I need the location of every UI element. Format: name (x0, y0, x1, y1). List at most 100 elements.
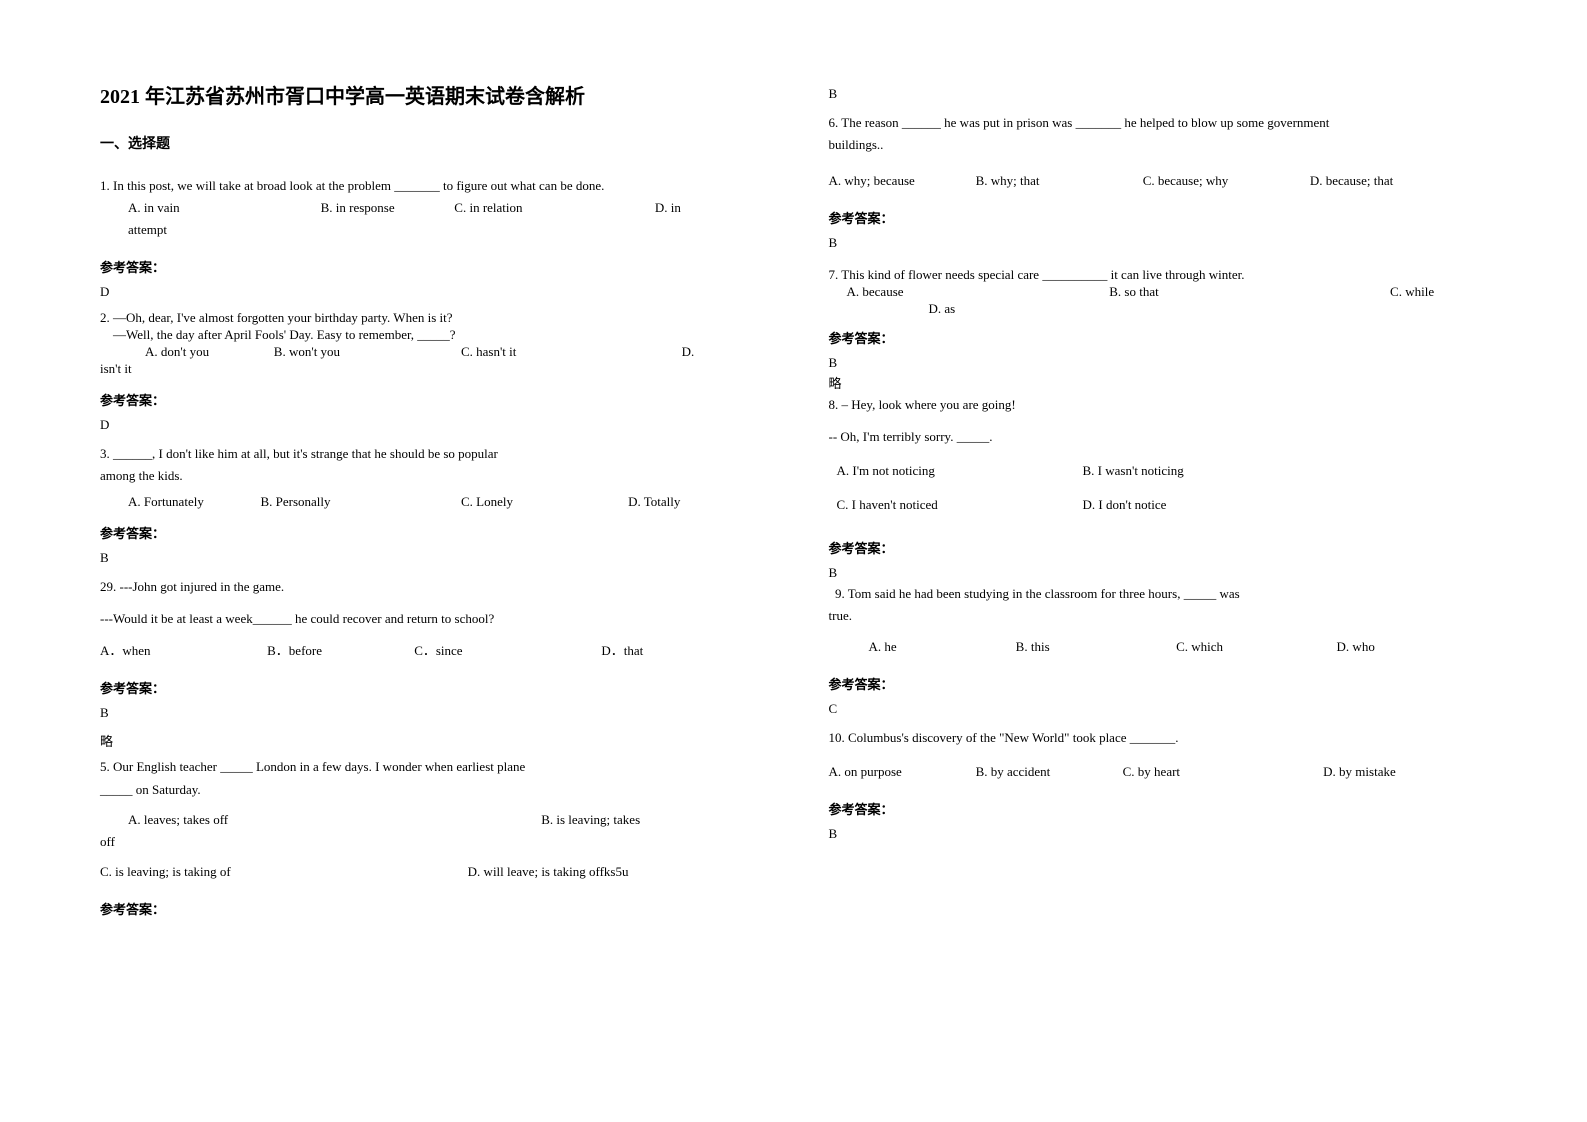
option-c: C. Lonely (461, 491, 628, 513)
question-text: ---Would it be at least a week______ he … (100, 608, 769, 630)
question-options: C. I haven't noticed D. I don't notice (829, 494, 1498, 516)
question-options: A. why; because B. why; that C. because;… (829, 170, 1498, 192)
question-text: 29. ---John got injured in the game. (100, 576, 769, 598)
option-d: D. who (1337, 636, 1484, 658)
option-b-cont: off (100, 831, 769, 853)
answer-value: B (829, 565, 1498, 581)
option-c: C. hasn't it (461, 344, 682, 361)
option-d: D. will leave; is taking offks5u (468, 861, 762, 883)
question-9: 9. Tom said he had been studying in the … (829, 583, 1498, 657)
question-text: 6. The reason ______ he was put in priso… (829, 112, 1498, 134)
page-container: 2021 年江苏省苏州市胥口中学高一英语期末试卷含解析 一、选择题 1. In … (100, 80, 1497, 1082)
note: 略 (100, 731, 769, 750)
question-options: A．when B．before C．since D．that (100, 640, 769, 662)
option-b: B. by accident (976, 761, 1123, 783)
option-c: C. while (1390, 284, 1490, 301)
answer-label: 参考答案： (829, 674, 1498, 693)
option-a: A. why; because (829, 170, 976, 192)
option-a: A. leaves; takes off (100, 809, 541, 831)
answer-label: 参考答案： (100, 678, 769, 697)
option-c: C．since (414, 640, 601, 662)
option-d: D. because; that (1310, 170, 1477, 192)
answer-value: B (829, 355, 1498, 371)
question-4: 29. ---John got injured in the game. ---… (100, 576, 769, 662)
question-text: 5. Our English teacher _____ London in a… (100, 756, 769, 778)
question-text: _____ on Saturday. (100, 779, 769, 801)
question-5: 5. Our English teacher _____ London in a… (100, 756, 769, 882)
question-options: A. Fortunately B. Personally C. Lonely D… (100, 491, 769, 513)
question-3: 3. ______, I don't like him at all, but … (100, 443, 769, 513)
question-text: —Well, the day after April Fools' Day. E… (100, 327, 769, 344)
option-a: A. in vain (100, 197, 321, 219)
answer-label: 参考答案： (829, 328, 1498, 347)
option-b: B．before (267, 640, 414, 662)
answer-value: B (100, 705, 769, 721)
option-b: B. this (1016, 636, 1176, 658)
answer-value: B (829, 86, 1498, 102)
answer-label: 参考答案： (100, 257, 769, 276)
question-text: among the kids. (100, 465, 769, 487)
question-8: 8. – Hey, look where you are going! -- O… (829, 394, 1498, 516)
answer-label: 参考答案： (829, 208, 1498, 227)
answer-value: B (829, 235, 1498, 251)
option-a: A. on purpose (829, 761, 976, 783)
answer-label: 参考答案： (100, 899, 769, 918)
option-d: D. (682, 344, 749, 361)
question-10: 10. Columbus's discovery of the "New Wor… (829, 727, 1498, 783)
option-a: A. because (829, 284, 1110, 301)
question-options: A. don't you B. won't you C. hasn't it D… (100, 344, 769, 361)
answer-value: D (100, 417, 769, 433)
answer-label: 参考答案： (829, 538, 1498, 557)
option-c: C. is leaving; is taking of (100, 861, 468, 883)
question-text: 7. This kind of flower needs special car… (829, 267, 1498, 284)
answer-value: B (829, 826, 1498, 842)
question-1: 1. In this post, we will take at broad l… (100, 175, 769, 241)
question-text: 2. —Oh, dear, I've almost forgotten your… (100, 310, 769, 327)
question-6: 6. The reason ______ he was put in priso… (829, 112, 1498, 192)
option-d: D. in (655, 197, 755, 219)
option-c: C. because; why (1143, 170, 1310, 192)
question-text: buildings.. (829, 134, 1498, 156)
question-options: A. leaves; takes off B. is leaving; take… (100, 809, 769, 831)
question-7: 7. This kind of flower needs special car… (829, 267, 1498, 318)
question-options: A. because B. so that C. while D. as (829, 284, 1498, 318)
option-b: B. Personally (260, 491, 461, 513)
option-c: C. in relation (454, 197, 655, 219)
option-d: D. I don't notice (1083, 494, 1484, 516)
option-d: D. as (829, 301, 1498, 318)
option-a: A. I'm not noticing (829, 460, 1083, 482)
right-column: B 6. The reason ______ he was put in pri… (829, 80, 1498, 1082)
question-text: 1. In this post, we will take at broad l… (100, 175, 769, 197)
option-c: C. I haven't noticed (829, 494, 1083, 516)
answer-label: 参考答案： (100, 523, 769, 542)
option-d: D. by mistake (1323, 761, 1490, 783)
option-d: D．that (601, 640, 748, 662)
question-options: A. he B. this C. which D. who (829, 636, 1498, 658)
option-b: B. I wasn't noticing (1083, 460, 1484, 482)
option-a: A. Fortunately (100, 491, 260, 513)
note: 略 (829, 373, 1498, 392)
document-title: 2021 年江苏省苏州市胥口中学高一英语期末试卷含解析 (100, 80, 769, 109)
question-2: 2. —Oh, dear, I've almost forgotten your… (100, 310, 769, 378)
left-column: 2021 年江苏省苏州市胥口中学高一英语期末试卷含解析 一、选择题 1. In … (100, 80, 769, 1082)
question-text: 3. ______, I don't like him at all, but … (100, 443, 769, 465)
question-text: 10. Columbus's discovery of the "New Wor… (829, 727, 1498, 749)
option-a: A. don't you (100, 344, 274, 361)
option-d-cont: attempt (100, 219, 769, 241)
question-options: A. in vain B. in response C. in relation… (100, 197, 769, 241)
question-options: C. is leaving; is taking of D. will leav… (100, 861, 769, 883)
option-b: B. is leaving; takes (541, 809, 762, 831)
option-a: A. he (829, 636, 1016, 658)
question-text: 8. – Hey, look where you are going! (829, 394, 1498, 416)
answer-value: D (100, 284, 769, 300)
question-text: true. (829, 605, 1498, 627)
answer-label: 参考答案： (100, 390, 769, 409)
option-b: B. won't you (274, 344, 461, 361)
question-text: 9. Tom said he had been studying in the … (829, 583, 1498, 605)
answer-value: B (100, 550, 769, 566)
question-text: -- Oh, I'm terribly sorry. _____. (829, 426, 1498, 448)
answer-value: C (829, 701, 1498, 717)
option-c: C. by heart (1123, 761, 1324, 783)
question-options: A. I'm not noticing B. I wasn't noticing (829, 460, 1498, 482)
option-d: D. Totally (628, 491, 748, 513)
